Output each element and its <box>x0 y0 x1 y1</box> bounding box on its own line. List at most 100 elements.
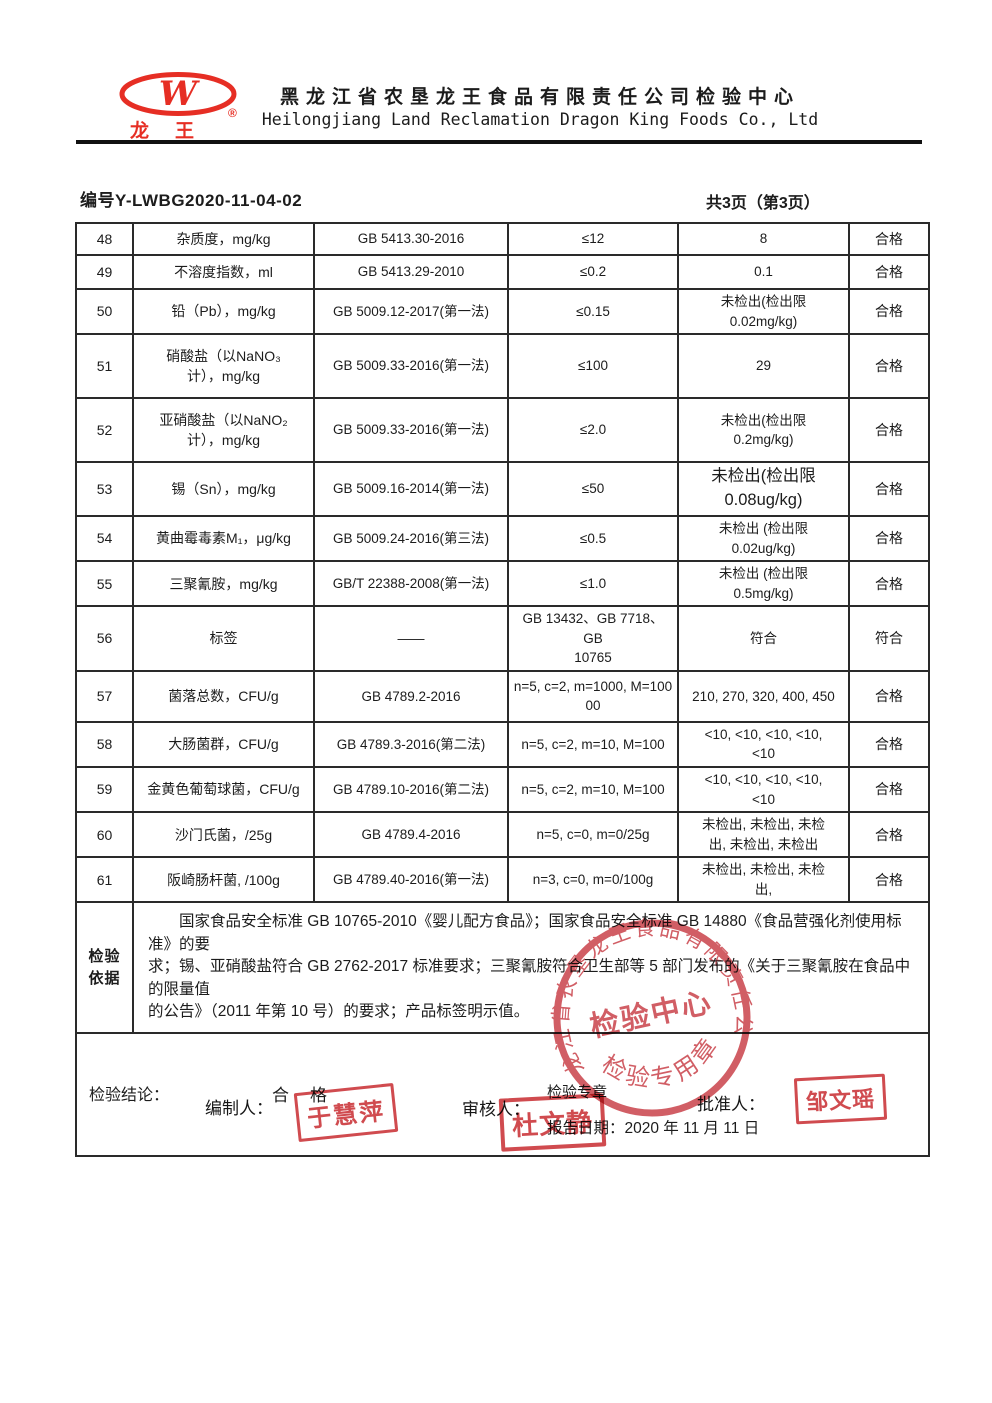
cell-item: 黄曲霉毒素M₁，μg/kg <box>132 514 315 563</box>
cell-limit: ≤0.2 <box>507 254 679 290</box>
cell-no: 59 <box>75 766 134 814</box>
cell-result: 未检出, 未检出, 未检 出, 未检出, 未检出 <box>677 811 850 859</box>
cell-limit: ≤0.5 <box>507 514 679 563</box>
cell-method: GB 5413.29-2010 <box>313 254 509 290</box>
cell-no: 54 <box>75 514 134 563</box>
cell-result: 未检出(检出限 0.2mg/kg) <box>677 397 850 464</box>
cell-method: GB 4789.3-2016(第二法) <box>313 720 509 769</box>
table-row: 50 铅（Pb），mg/kg GB 5009.12-2017(第一法) ≤0.15 未检… <box>75 287 930 336</box>
inspection-basis-text: 国家食品安全标准 GB 10765-2010《婴儿配方食品》；国家食品安全标准 … <box>132 901 930 1034</box>
table-row: 55 三聚氰胺，mg/kg GB/T 22388-2008(第一法) ≤1.0 未检出 … <box>75 560 930 608</box>
table-row: 58 大肠菌群，CFU/g GB 4789.3-2016(第二法) n=5, c=2,… <box>75 720 930 769</box>
cell-limit: ≤50 <box>507 461 679 517</box>
cell-item: 菌落总数，CFU/g <box>132 669 315 723</box>
approved-by-name-stamp: 邹文瑶 <box>793 1073 888 1125</box>
table-row: 52 亚硝酸盐（以NaNO₂ 计），mg/kg GB 5009.33-2016(第一… <box>75 397 930 464</box>
prepared-by-name-stamp: 于慧萍 <box>293 1082 399 1143</box>
cell-result: <10, <10, <10, <10, <10 <box>677 720 850 769</box>
cell-conclusion: 合格 <box>848 766 930 814</box>
cell-item: 杂质度，mg/kg <box>132 222 315 256</box>
cell-result: 0.1 <box>677 254 850 290</box>
cell-conclusion: 合格 <box>848 560 930 608</box>
cell-limit: ≤100 <box>507 333 679 400</box>
cell-result: 未检出, 未检出, 未检 出, <box>677 856 850 904</box>
cell-item: 硝酸盐（以NaNO₃ 计），mg/kg <box>132 333 315 400</box>
cell-method: GB 5009.33-2016(第一法) <box>313 333 509 400</box>
logo-letter: W <box>159 74 200 114</box>
cell-conclusion: 合格 <box>848 397 930 464</box>
report-date: 报告日期：2020 年 11 月 11 日 <box>547 1119 760 1137</box>
cell-conclusion: 合格 <box>848 856 930 904</box>
cell-result: 210, 270, 320, 400, 450 <box>677 669 850 723</box>
cell-method: GB 5009.33-2016(第一法) <box>313 397 509 464</box>
cell-item: 亚硝酸盐（以NaNO₂ 计），mg/kg <box>132 397 315 464</box>
cell-limit: ≤12 <box>507 222 679 256</box>
table-row: 61 阪崎肠杆菌, /100g GB 4789.40-2016(第一法) n=3, c… <box>75 856 930 904</box>
table-row: 60 沙门氏菌，/25g GB 4789.4-2016 n=5, c=0, m=0/2… <box>75 811 930 859</box>
report-number: 编号Y-LWBG2020-11-04-02 <box>80 191 303 210</box>
approved-by-label: 批准人： <box>697 1095 765 1114</box>
cell-conclusion: 符合 <box>848 605 930 672</box>
cell-item: 三聚氰胺，mg/kg <box>132 560 315 608</box>
cell-limit: n=5, c=2, m=1000, M=100 00 <box>507 669 679 723</box>
table-row: 48 杂质度，mg/kg GB 5413.30-2016 ≤12 8 合格 <box>75 222 930 256</box>
cell-method: GB/T 22388-2008(第一法) <box>313 560 509 608</box>
table-row: 57 菌落总数，CFU/g GB 4789.2-2016 n=5, c=2, m=10… <box>75 669 930 723</box>
cell-conclusion: 合格 <box>848 720 930 769</box>
results-table: 48 杂质度，mg/kg GB 5413.30-2016 ≤12 8 合格 49 不溶度指数，… <box>75 222 930 1157</box>
cell-limit: ≤2.0 <box>507 397 679 464</box>
reviewed-by-label: 审核人： <box>462 1100 530 1119</box>
cell-conclusion: 合格 <box>848 669 930 723</box>
conclusion-label: 检验结论： <box>89 1086 170 1104</box>
cell-limit: ≤0.15 <box>507 287 679 336</box>
cell-result: 未检出 (检出限 0.02ug/kg) <box>677 514 850 563</box>
cell-conclusion: 合格 <box>848 254 930 290</box>
company-round-seal-icon: 黑龙江省农垦龙王食品有限责任公司 检验中心 检验专用章 <box>531 897 760 1117</box>
company-title-english: Heilongjiang Land Reclamation Dragon Kin… <box>261 110 819 129</box>
page-count: 共3页（第3页） <box>706 195 820 212</box>
cell-no: 56 <box>75 605 134 672</box>
cell-no: 61 <box>75 856 134 904</box>
conclusion-value: 合 格 <box>272 1085 329 1105</box>
cell-no: 51 <box>75 333 134 400</box>
cell-conclusion: 合格 <box>848 811 930 859</box>
inspection-conclusion-row: 检验结论： 合 格 检验专章 报告日期：2020 年 11 月 11 日 <box>75 1031 930 1157</box>
table-row: 49 不溶度指数，ml GB 5413.29-2010 ≤0.2 0.1 合格 <box>75 254 930 290</box>
cell-conclusion: 合格 <box>848 333 930 400</box>
cell-limit: ≤1.0 <box>507 560 679 608</box>
cell-result: 29 <box>677 333 850 400</box>
results-table-footer: 检验 依据 国家食品安全标准 GB 10765-2010《婴儿配方食品》；国家食… <box>75 901 930 1157</box>
cell-limit: n=5, c=0, m=0/25g <box>507 811 679 859</box>
cell-no: 50 <box>75 287 134 336</box>
logo-brand-characters: 龙王 <box>130 121 221 142</box>
cell-no: 57 <box>75 669 134 723</box>
table-row: 53 锡（Sn），mg/kg GB 5009.16-2014(第一法) ≤50 未检出(… <box>75 461 930 517</box>
cell-no: 55 <box>75 560 134 608</box>
cell-item: 标签 <box>132 605 315 672</box>
cell-method: GB 4789.2-2016 <box>313 669 509 723</box>
cell-result: 未检出(检出限 0.08ug/kg) <box>677 461 850 517</box>
company-logo: W 龙王 ® <box>116 72 266 142</box>
cell-no: 48 <box>75 222 134 256</box>
cell-method: GB 4789.4-2016 <box>313 811 509 859</box>
cell-item: 阪崎肠杆菌, /100g <box>132 856 315 904</box>
header-divider <box>76 140 922 144</box>
company-title-chinese: 黑龙江省农垦龙王食品有限责任公司检验中心 <box>279 87 800 108</box>
cell-method: GB 5413.30-2016 <box>313 222 509 256</box>
cell-no: 53 <box>75 461 134 517</box>
inspection-basis-label: 检验 依据 <box>75 901 134 1034</box>
cell-method: GB 5009.24-2016(第三法) <box>313 514 509 563</box>
registered-trademark-icon: ® <box>228 106 237 120</box>
cell-limit: GB 13432、GB 7718、GB 10765 <box>507 605 679 672</box>
cell-method: —— <box>313 605 509 672</box>
cell-result: 8 <box>677 222 850 256</box>
cell-conclusion: 合格 <box>848 287 930 336</box>
cell-item: 不溶度指数，ml <box>132 254 315 290</box>
table-row: 56 标签 —— GB 13432、GB 7718、GB 10765 符合 符合 <box>75 605 930 672</box>
inspection-basis-row: 检验 依据 国家食品安全标准 GB 10765-2010《婴儿配方食品》；国家食… <box>75 901 930 1034</box>
cell-item: 沙门氏菌，/25g <box>132 811 315 859</box>
cell-result: <10, <10, <10, <10, <10 <box>677 766 850 814</box>
cell-item: 锡（Sn），mg/kg <box>132 461 315 517</box>
results-table-body: 48 杂质度，mg/kg GB 5413.30-2016 ≤12 8 合格 49 不溶度指数，… <box>75 222 930 904</box>
